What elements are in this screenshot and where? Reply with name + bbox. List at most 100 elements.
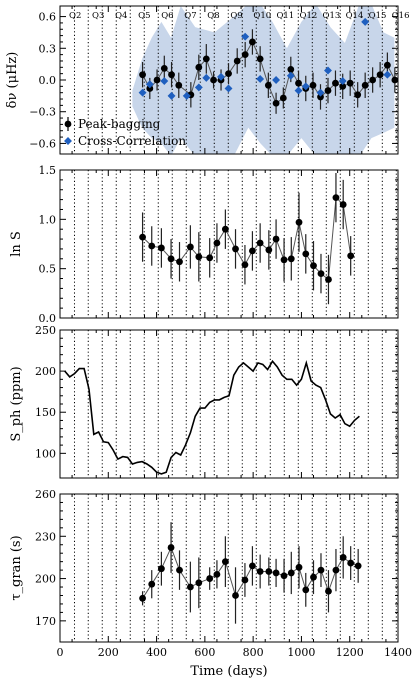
data-point [206,254,214,262]
y-tick-label: 200 [35,365,56,378]
quarter-label: Q7 [184,11,196,21]
data-point [295,563,303,571]
data-point [158,565,165,573]
data-point [361,81,369,89]
data-point [354,562,362,570]
data-point [265,568,273,575]
data-point [153,76,161,84]
data-point [287,66,295,73]
quarter-label: Q15 [369,11,387,21]
y-axis-label: δν (μHz) [5,52,20,109]
y-tick-label: 230 [35,530,56,543]
data-point [317,270,325,277]
legend-label-cross-correlation: Cross-Correlation [78,134,186,148]
y-tick-label: 200 [35,573,56,586]
quarter-label: Q13 [323,11,341,21]
data-point [176,566,183,574]
data-point [146,85,154,92]
data-point [339,554,347,561]
data-point [213,570,221,578]
quarter-label: Q14 [346,11,364,21]
y-tick-label: 170 [35,615,56,628]
data-point [232,245,239,253]
data-point [332,79,339,87]
data-point [332,566,340,574]
y-axis-label: ln S [9,231,24,257]
legend: Peak-bagging Cross-Correlation [64,117,186,148]
y-tick-label: 0.0 [39,74,57,87]
data-point [256,55,264,63]
y-axis-label: S_ph (ppm) [9,366,24,441]
y-tick-label: 150 [35,406,56,419]
data-point [309,81,317,89]
axes-frame [59,169,399,319]
axes-frame [59,493,399,643]
x-tick-label: 1000 [287,646,315,659]
data-point [310,262,317,270]
data-point [221,225,229,233]
data-point [241,261,249,269]
data-point [369,76,377,84]
quarter-label: Q11 [276,11,294,21]
data-point [225,70,232,78]
data-point [302,586,310,594]
data-point [295,218,303,226]
legend-marker-peak-bagging [64,120,72,128]
quarter-label: Q5 [138,11,150,21]
y-tick-label: 0.5 [39,263,57,276]
data-point-cross-correlation [217,72,225,81]
data-point [310,573,317,581]
data-point [332,194,340,202]
panel-frequency-shift: −0.6 −0.3 0.0 0.3 0.6 δν (μHz) Q2 Q3 Q4 Q5 Q6 Q7 Q8 Q… [5,5,409,155]
data-point [325,276,332,283]
data-point [202,55,210,63]
data-point [347,252,355,260]
series-line [64,359,360,475]
data-point [256,568,264,575]
data-point [302,250,310,258]
legend-marker-cross-correlation [64,137,72,145]
data-point-cross-correlation [182,91,191,100]
y-tick-label: 0.6 [39,11,57,24]
quarter-label: Q3 [92,11,104,21]
data-point [195,63,203,71]
y-tick-label: 250 [35,324,56,337]
y-tick-label: 1.5 [39,164,57,177]
quarter-label: Q2 [69,11,81,21]
series-line [142,40,396,105]
quarter-label: Q9 [230,11,242,21]
data-point [339,201,347,208]
plot-area [64,330,397,478]
x-tick-label: 600 [194,646,215,659]
plot-area [73,6,398,154]
quarter-label: Q4 [115,11,127,21]
data-point [280,256,288,264]
data-point [265,246,273,254]
data-point [295,79,302,87]
x-tick-label: 1400 [384,646,412,659]
quarter-label: Q8 [207,11,219,21]
data-point [160,64,168,72]
data-point [186,243,194,251]
data-point [213,239,221,247]
uncertainty-band [132,6,395,154]
data-point [280,572,288,580]
data-point [139,594,146,602]
data-point [148,242,156,250]
data-point [287,569,295,577]
legend-label-peak-bagging: Peak-bagging [78,117,161,131]
x-tick-label: 1200 [336,646,364,659]
data-point [186,583,194,591]
data-point [233,57,241,65]
y-tick-label: 0.3 [39,42,57,55]
data-point [221,558,229,566]
data-point [249,247,256,255]
data-point [139,71,146,79]
x-tick-label: 800 [243,646,264,659]
axes-frame [59,329,399,479]
data-point-cross-correlation [224,84,233,93]
plot-area [73,170,397,318]
data-point [158,244,165,252]
data-point [175,81,183,89]
panel-ln-s: 0.0 0.5 1.0 1.5 ln S [9,164,399,325]
